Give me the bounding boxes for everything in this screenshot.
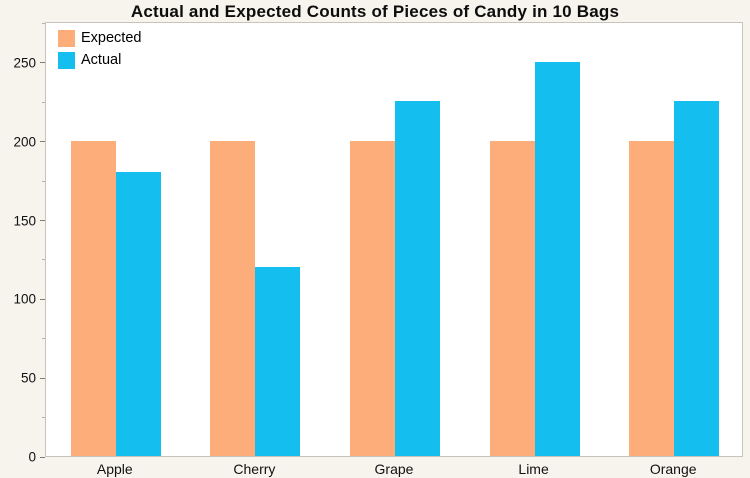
y-major-tick bbox=[40, 62, 45, 64]
bar-actual-cherry bbox=[255, 266, 301, 456]
x-tick-label: Lime bbox=[518, 461, 549, 477]
x-tick-label: Grape bbox=[374, 461, 414, 477]
plot-area: Expected Actual bbox=[45, 22, 743, 457]
chart-title: Actual and Expected Counts of Pieces of … bbox=[130, 2, 620, 21]
x-tick-label: Orange bbox=[649, 461, 697, 477]
legend: Expected Actual bbox=[58, 30, 141, 74]
y-tick-label: 100 bbox=[13, 291, 36, 307]
bar-expected-apple bbox=[70, 140, 116, 456]
y-minor-tick bbox=[42, 180, 45, 182]
bar-actual-grape bbox=[395, 101, 440, 456]
legend-label: Expected bbox=[81, 30, 142, 46]
bar-expected-grape bbox=[350, 140, 395, 456]
y-major-tick bbox=[40, 141, 45, 143]
y-major-tick bbox=[40, 456, 45, 458]
legend-swatch-actual bbox=[58, 52, 75, 69]
bar-expected-orange bbox=[629, 140, 675, 456]
y-tick-label: 250 bbox=[13, 55, 36, 71]
y-tick-label: 200 bbox=[13, 134, 36, 150]
y-minor-tick bbox=[42, 417, 45, 419]
y-major-tick bbox=[40, 377, 45, 379]
y-tick-label: 0 bbox=[28, 449, 36, 465]
y-major-tick bbox=[40, 298, 45, 300]
bar-actual-orange bbox=[674, 101, 720, 456]
y-minor-tick bbox=[42, 259, 45, 261]
x-tick-label: Cherry bbox=[233, 461, 276, 477]
y-minor-tick bbox=[42, 101, 45, 103]
x-axis: Apple Cherry Grape Lime Orange bbox=[45, 459, 743, 478]
legend-label: Actual bbox=[81, 52, 122, 68]
x-tick-label: Apple bbox=[96, 461, 133, 477]
bar-expected-lime bbox=[489, 140, 535, 456]
y-tick-label: 150 bbox=[13, 213, 36, 229]
y-major-tick bbox=[40, 220, 45, 222]
bars-layer bbox=[46, 23, 742, 456]
y-tick-label: 50 bbox=[20, 370, 36, 386]
bar-actual-apple bbox=[115, 172, 161, 456]
legend-swatch-expected bbox=[58, 30, 75, 47]
y-minor-tick bbox=[42, 338, 45, 340]
y-axis: 0 50 100 150 200 250 bbox=[0, 22, 45, 465]
bar-actual-lime bbox=[534, 61, 580, 456]
legend-item-expected: Expected bbox=[58, 30, 141, 47]
legend-item-actual: Actual bbox=[58, 52, 141, 69]
y-minor-tick bbox=[42, 23, 45, 25]
bar-expected-cherry bbox=[210, 140, 256, 456]
